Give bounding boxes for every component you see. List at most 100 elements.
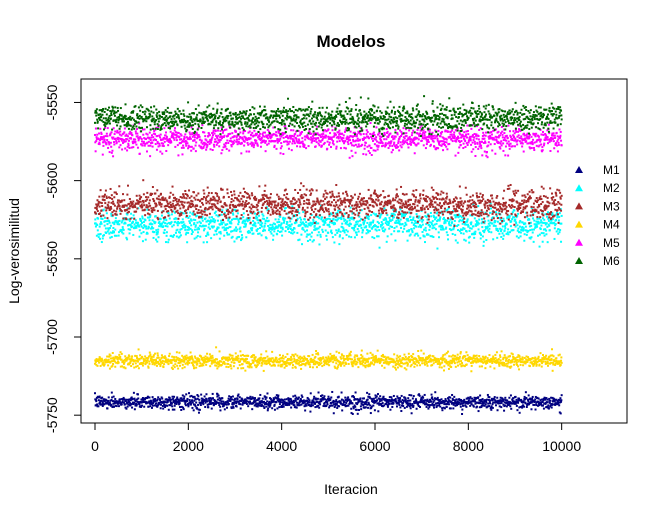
point [209, 199, 212, 202]
point [244, 204, 247, 207]
point [345, 229, 348, 232]
point [98, 205, 101, 208]
point [201, 363, 204, 366]
point [108, 220, 111, 223]
point [541, 217, 544, 220]
point [252, 397, 255, 400]
point [168, 195, 171, 198]
point [438, 219, 441, 222]
point [202, 203, 205, 206]
point [457, 358, 460, 361]
point [187, 216, 190, 219]
point [499, 354, 502, 357]
point [145, 196, 148, 199]
point [301, 395, 304, 398]
point [190, 224, 193, 227]
point [334, 233, 337, 236]
point [225, 214, 228, 217]
point [454, 239, 457, 242]
point [370, 406, 373, 409]
point [436, 396, 439, 399]
point [482, 230, 485, 233]
point [178, 231, 181, 234]
point [424, 215, 427, 218]
point [169, 206, 172, 209]
point [432, 362, 435, 365]
point [127, 398, 129, 401]
point [319, 403, 322, 406]
point [448, 362, 451, 365]
point [321, 396, 324, 399]
point [256, 359, 259, 362]
point [516, 229, 519, 232]
point [310, 222, 313, 225]
point [135, 210, 138, 213]
point [322, 396, 325, 399]
point [315, 220, 318, 223]
point [408, 211, 411, 214]
point [537, 400, 540, 403]
point [170, 401, 173, 404]
point [470, 364, 473, 367]
point [244, 358, 247, 361]
point [322, 357, 325, 360]
point [136, 360, 139, 363]
point [303, 405, 306, 408]
point [411, 231, 414, 234]
point [470, 227, 473, 230]
point [357, 230, 360, 233]
point [95, 206, 98, 209]
point [507, 228, 510, 231]
point [505, 232, 508, 235]
point [111, 231, 114, 234]
point [440, 228, 443, 231]
point [336, 218, 339, 221]
point [409, 215, 412, 218]
point [213, 197, 216, 200]
point [435, 222, 438, 225]
point [355, 408, 358, 411]
point [381, 222, 384, 225]
point [159, 359, 162, 362]
point [533, 403, 536, 406]
point [127, 354, 130, 357]
point [488, 227, 491, 230]
point [216, 362, 219, 365]
point [220, 187, 223, 190]
point [241, 200, 244, 203]
point [223, 213, 226, 216]
point [139, 204, 142, 207]
point [249, 364, 252, 367]
point [419, 357, 422, 360]
point [409, 407, 412, 410]
point [385, 362, 388, 365]
point [438, 404, 441, 407]
point [359, 405, 362, 408]
point [315, 227, 318, 230]
point [246, 202, 249, 205]
point [395, 362, 398, 365]
point [290, 358, 293, 361]
point [225, 358, 228, 361]
point [118, 400, 121, 403]
point [244, 191, 247, 194]
point [550, 396, 553, 399]
point [272, 400, 275, 403]
point [519, 405, 522, 408]
point [519, 235, 522, 238]
point [338, 243, 341, 246]
point [128, 197, 131, 200]
point [540, 401, 543, 404]
point [497, 229, 500, 232]
point [378, 229, 381, 232]
point [473, 396, 476, 399]
point [448, 399, 451, 402]
point [118, 205, 121, 208]
point [484, 355, 487, 358]
point [369, 404, 372, 407]
point [381, 397, 384, 400]
point [496, 228, 499, 230]
point [478, 401, 481, 404]
point [457, 216, 460, 219]
point [328, 358, 331, 361]
